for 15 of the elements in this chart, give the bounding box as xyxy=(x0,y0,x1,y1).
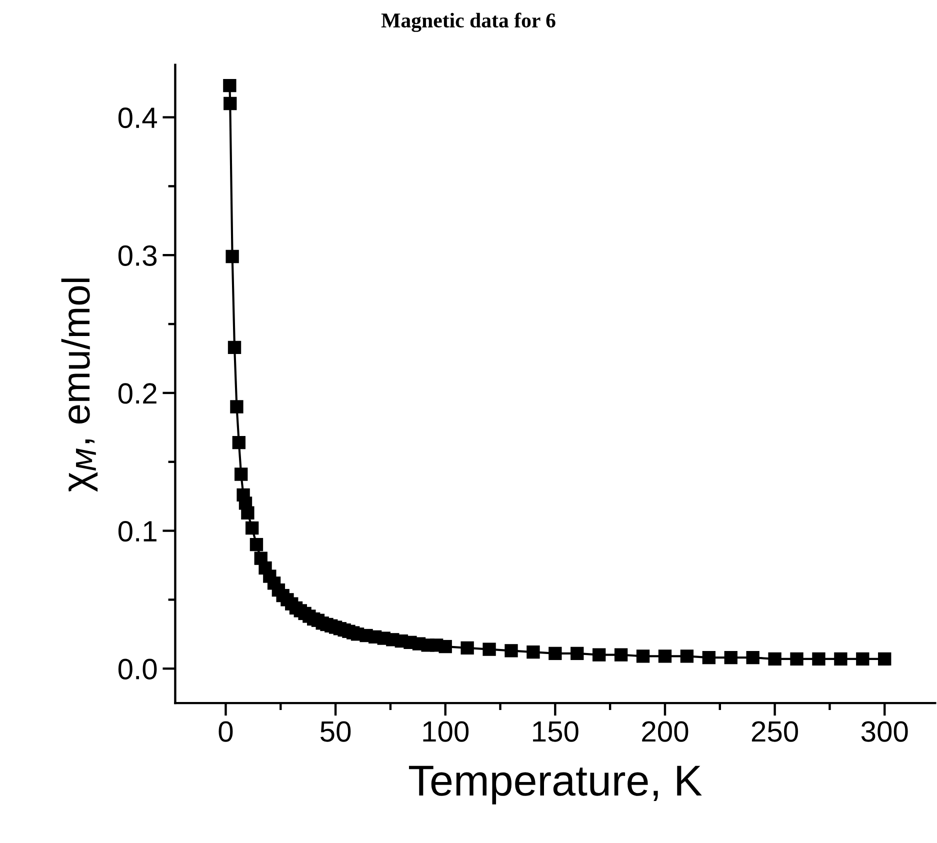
x-tick-label: 150 xyxy=(533,721,578,742)
y-tick-label: 0.4 xyxy=(118,107,158,128)
x-tick-label: 0 xyxy=(218,721,233,742)
x-tick-label: 100 xyxy=(423,721,469,742)
y-axis-title: χ$_{M}$, emu/mol xyxy=(61,278,98,492)
y-tick-label: 0.2 xyxy=(118,383,156,404)
x-axis-title: Temperature, K xyxy=(408,766,702,804)
x-tick-label: 300 xyxy=(861,721,908,742)
x-tick-label: 50 xyxy=(320,721,351,742)
y-tick-label: 0.0 xyxy=(118,658,157,680)
x-tick-label: 250 xyxy=(752,721,798,742)
x-tick-label: 200 xyxy=(642,721,688,742)
chart-title: Magnetic data for 6 xyxy=(381,12,556,32)
y-tick-label: 0.1 xyxy=(118,520,156,542)
y-tick-label: 0.3 xyxy=(118,245,157,266)
